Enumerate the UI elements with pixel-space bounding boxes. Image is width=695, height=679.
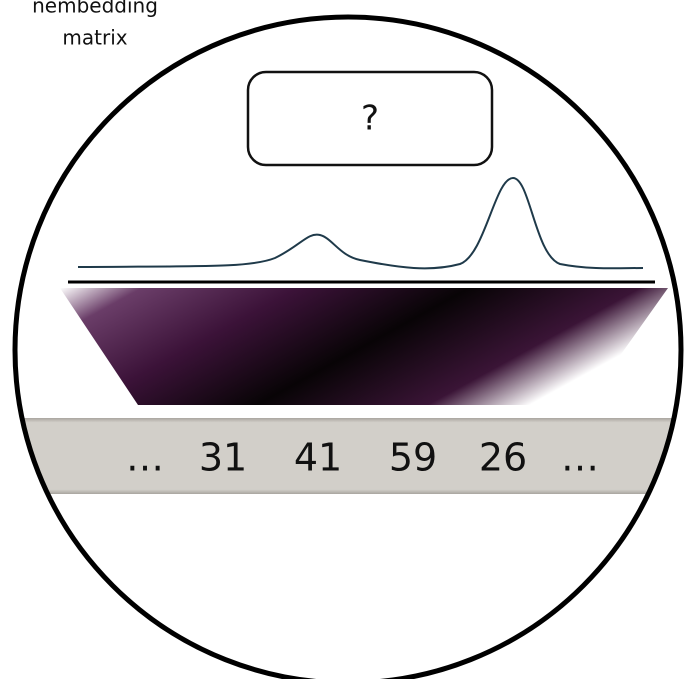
token: 41 (294, 436, 342, 480)
distribution-curve (78, 178, 643, 268)
matrix-shape (60, 288, 668, 405)
label-line: matrix (62, 26, 127, 50)
token: 26 (479, 436, 527, 480)
token: … (561, 436, 599, 480)
token: … (126, 436, 164, 480)
token: 31 (199, 436, 247, 480)
query-text: ? (361, 99, 379, 139)
label-line: nembedding (32, 0, 158, 18)
token: 59 (389, 436, 437, 480)
diagram: ? nembedding matrix … 31 41 59 26 … (0, 0, 695, 679)
